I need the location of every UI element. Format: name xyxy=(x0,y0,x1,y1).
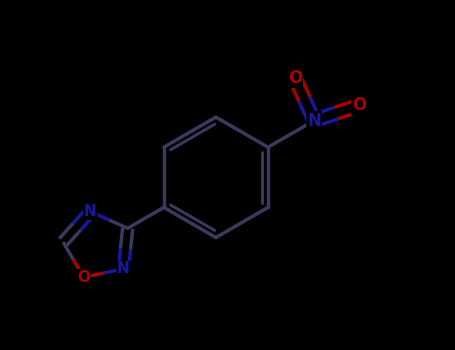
Text: N: N xyxy=(117,261,130,276)
Text: O: O xyxy=(288,69,302,87)
Text: N: N xyxy=(84,204,97,219)
Text: O: O xyxy=(352,97,366,114)
Text: O: O xyxy=(77,270,90,285)
Text: N: N xyxy=(307,112,321,130)
